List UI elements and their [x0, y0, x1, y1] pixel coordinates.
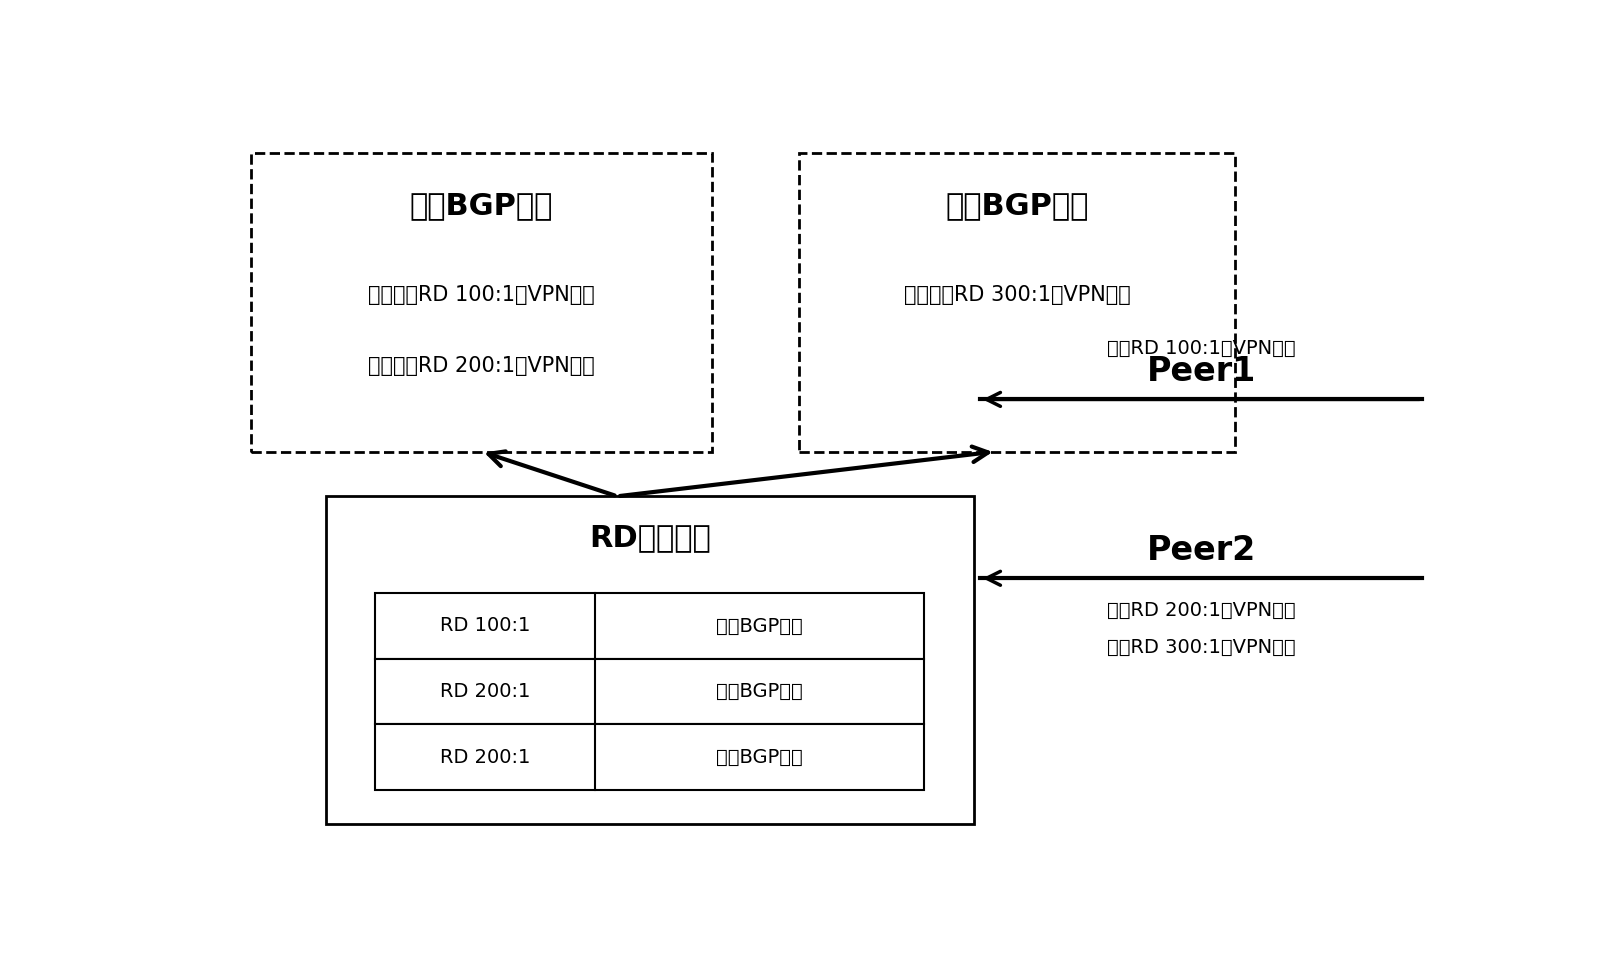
Bar: [799, 153, 1234, 451]
Bar: [376, 593, 922, 659]
Text: 处理包含RD 300:1的VPN路由: 处理包含RD 300:1的VPN路由: [903, 285, 1130, 305]
Text: RD分布信息: RD分布信息: [588, 523, 710, 552]
Text: Peer2: Peer2: [1146, 534, 1255, 567]
Text: 包含RD 100:1的VPN路由: 包含RD 100:1的VPN路由: [1106, 340, 1295, 358]
Text: RD 200:1: RD 200:1: [440, 747, 530, 767]
Text: 第一BGP进程: 第一BGP进程: [410, 191, 553, 220]
Text: 处理包含RD 100:1的VPN路由: 处理包含RD 100:1的VPN路由: [368, 285, 595, 305]
Bar: [251, 153, 712, 451]
Text: 第一BGP进程: 第一BGP进程: [715, 682, 802, 701]
Bar: [376, 659, 922, 724]
Text: 包含RD 300:1的VPN路由: 包含RD 300:1的VPN路由: [1106, 638, 1295, 657]
Text: 第二BGP进程: 第二BGP进程: [715, 747, 802, 767]
Text: RD 200:1: RD 200:1: [440, 682, 530, 701]
Bar: [376, 724, 922, 790]
Text: RD 100:1: RD 100:1: [440, 617, 530, 635]
Text: 处理包含RD 200:1的VPN路由: 处理包含RD 200:1的VPN路由: [368, 356, 595, 376]
Text: Peer1: Peer1: [1146, 355, 1255, 388]
Bar: [325, 497, 972, 825]
Text: 第二BGP进程: 第二BGP进程: [945, 191, 1088, 220]
Text: 包含RD 200:1的VPN路由: 包含RD 200:1的VPN路由: [1106, 600, 1295, 620]
Text: 第一BGP进程: 第一BGP进程: [715, 617, 802, 635]
